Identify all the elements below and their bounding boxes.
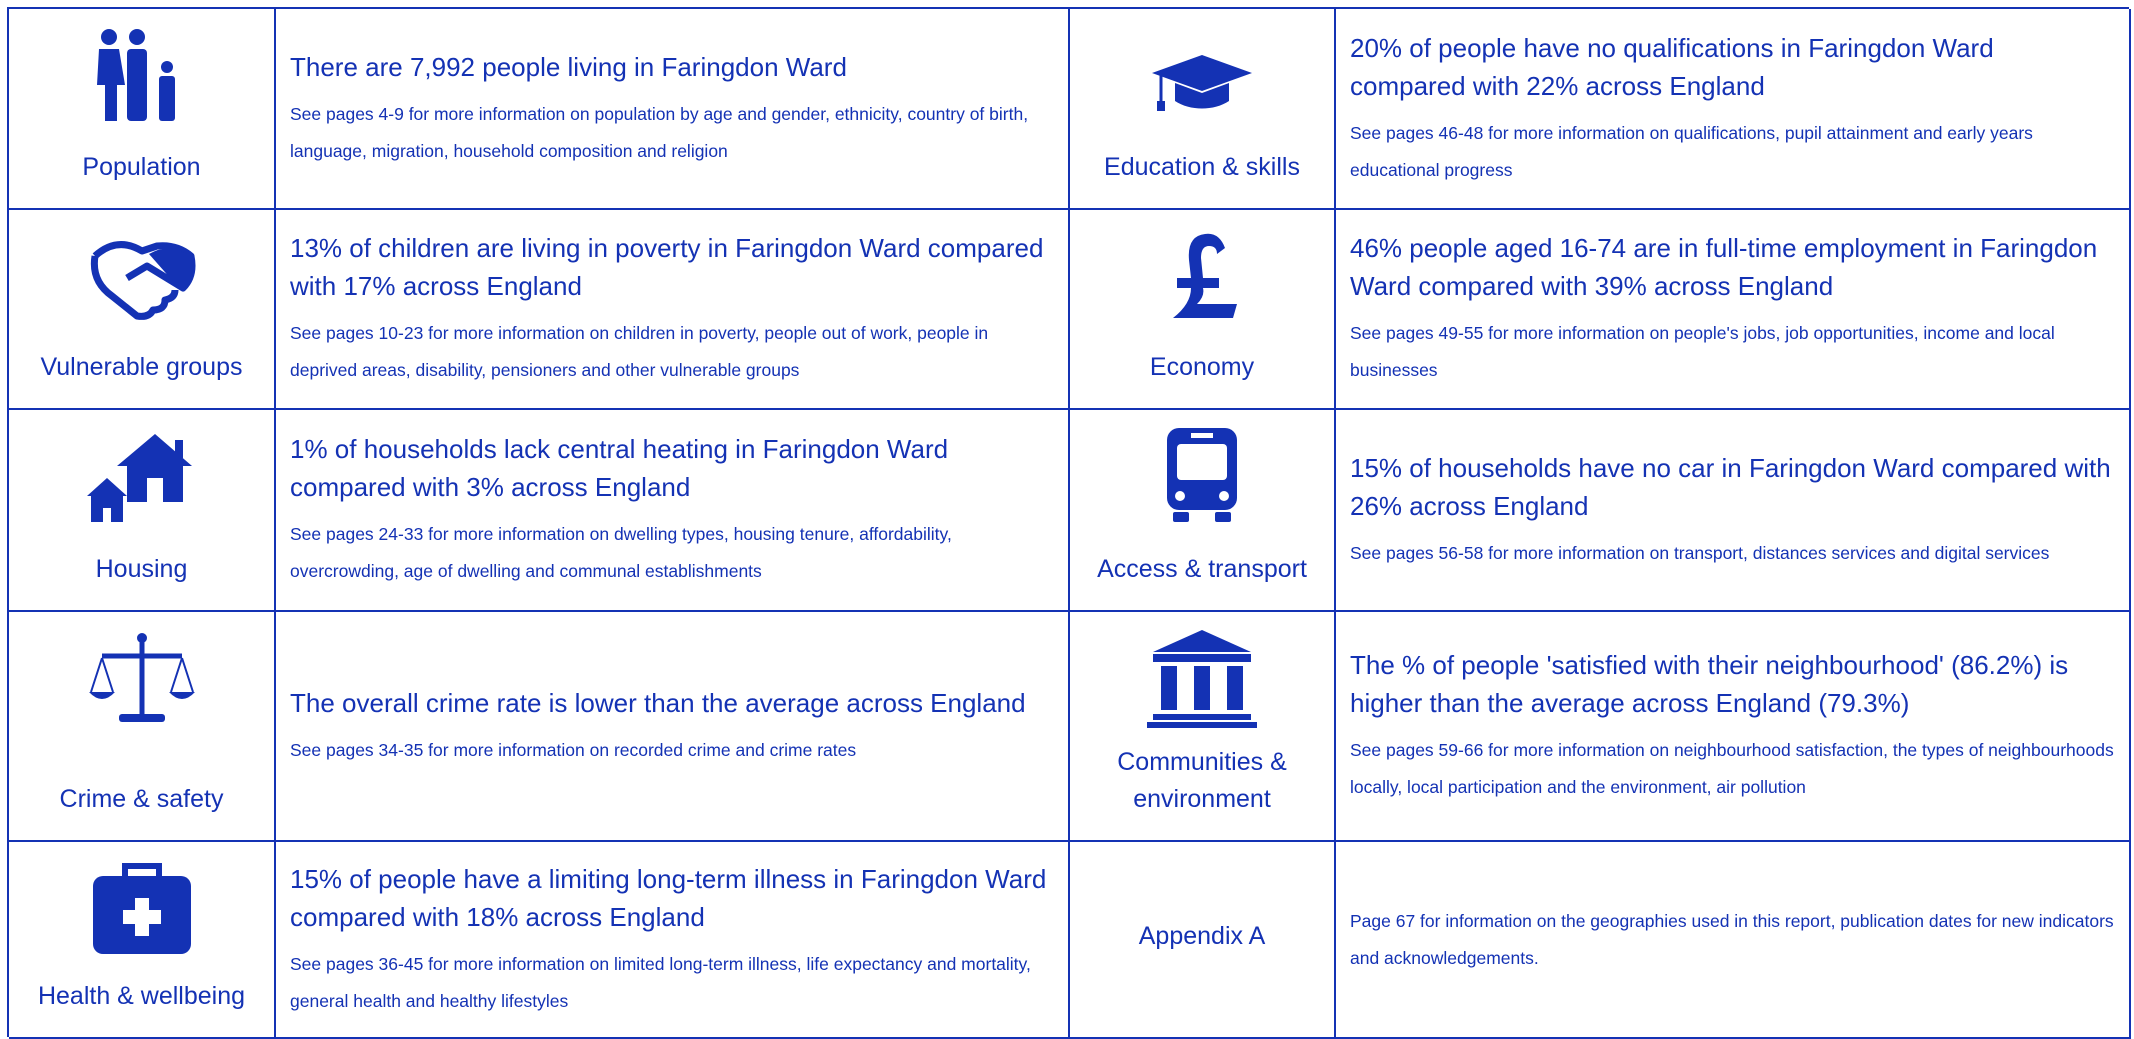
section-headline: 15% of households have no car in Faringd… bbox=[1350, 452, 2111, 521]
section-detail: See pages 59-66 for more information on … bbox=[1350, 740, 2114, 797]
section-text-cell: 1% of households lack central heating in… bbox=[276, 410, 1070, 612]
section-label: Housing bbox=[95, 555, 188, 583]
section-detail: See pages 34-35 for more information on … bbox=[290, 739, 857, 760]
section-label: Appendix A bbox=[1138, 922, 1266, 950]
section-headline: 1% of households lack central heating in… bbox=[290, 434, 949, 502]
section-headline: 13% of children are living in poverty in… bbox=[290, 233, 1044, 301]
section-heading-cell: Economy bbox=[1070, 210, 1336, 410]
section-text-cell: The overall crime rate is lower than the… bbox=[276, 612, 1070, 842]
section-heading-cell: Crime & safety bbox=[9, 612, 276, 842]
section-label: Crime & safety bbox=[59, 785, 224, 813]
section-label: Communities & environment bbox=[1117, 748, 1287, 813]
section-detail: See pages 4-9 for more information on po… bbox=[290, 103, 1029, 161]
section-label: Vulnerable groups bbox=[40, 353, 243, 381]
section-text-cell: There are 7,992 people living in Faringd… bbox=[276, 9, 1070, 210]
section-text-cell: 15% of people have a limiting long-term … bbox=[276, 842, 1070, 1039]
section-heading-cell: Population bbox=[9, 9, 276, 210]
section-icon bbox=[92, 863, 191, 954]
section-headline: 15% of people have a limiting long-term … bbox=[290, 863, 1047, 932]
section-icon bbox=[88, 633, 195, 722]
section-detail: See pages 56-58 for more information on … bbox=[1350, 542, 2050, 563]
section-text-cell: 15% of households have no car in Faringd… bbox=[1336, 410, 2131, 612]
section-text-cell: 13% of children are living in poverty in… bbox=[276, 210, 1070, 410]
section-headline: 20% of people have no qualifications in … bbox=[1350, 32, 1994, 101]
section-icon bbox=[1152, 55, 1252, 111]
section-label: Health & wellbeing bbox=[37, 982, 246, 1010]
section-detail: See pages 10-23 for more information on … bbox=[290, 323, 989, 380]
section-icon bbox=[1173, 233, 1237, 318]
section-heading-cell: Health & wellbeing bbox=[9, 842, 276, 1039]
section-icon bbox=[96, 29, 175, 121]
section-label: Access & transport bbox=[1097, 555, 1307, 583]
section-heading-cell: Access & transport bbox=[1070, 410, 1336, 612]
section-headline: The overall crime rate is lower than the… bbox=[290, 687, 1026, 718]
section-label: Economy bbox=[1149, 353, 1255, 381]
section-heading-cell: Education & skills bbox=[1070, 9, 1336, 210]
section-detail: See pages 49-55 for more information on … bbox=[1350, 323, 2055, 380]
section-icon bbox=[1167, 428, 1237, 522]
section-detail: See pages 46-48 for more information on … bbox=[1350, 122, 2033, 180]
section-heading-cell: Vulnerable groups bbox=[9, 210, 276, 410]
section-label: Education & skills bbox=[1104, 153, 1300, 181]
section-heading-cell: Appendix A bbox=[1070, 842, 1336, 1039]
section-detail: See pages 36-45 for more information on … bbox=[290, 953, 1031, 1011]
section-headline: There are 7,992 people living in Faringd… bbox=[290, 51, 847, 82]
section-text-cell: 20% of people have no qualifications in … bbox=[1336, 9, 2131, 210]
section-detail: See pages 24-33 for more information on … bbox=[290, 524, 952, 581]
section-headline: The % of people 'satisfied with their ne… bbox=[1350, 650, 2069, 718]
summary-table: Population There are 7,992 people living … bbox=[7, 7, 2131, 1039]
section-text-cell: Page 67 for information on the geographi… bbox=[1336, 842, 2131, 1039]
section-heading-cell: Communities & environment bbox=[1070, 612, 1336, 842]
section-detail: Page 67 for information on the geographi… bbox=[1350, 910, 2114, 968]
section-icon bbox=[90, 241, 195, 320]
section-heading-cell: Housing bbox=[9, 410, 276, 612]
section-headline: 46% people aged 16-74 are in full-time e… bbox=[1350, 233, 2098, 301]
section-text-cell: The % of people 'satisfied with their ne… bbox=[1336, 612, 2131, 842]
section-text-cell: 46% people aged 16-74 are in full-time e… bbox=[1336, 210, 2131, 410]
section-icon bbox=[1147, 630, 1257, 728]
section-label: Population bbox=[82, 153, 201, 181]
section-icon bbox=[86, 434, 192, 522]
